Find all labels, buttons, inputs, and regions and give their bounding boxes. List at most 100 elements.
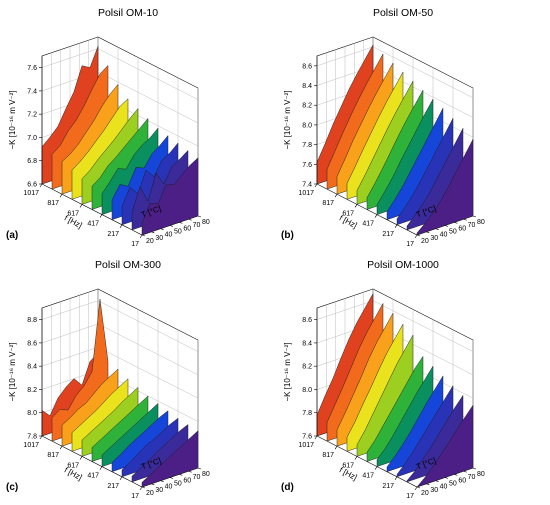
t-tick-label: 40	[165, 232, 173, 239]
z-tick-label: 8.4	[27, 364, 37, 371]
t-tick	[454, 474, 458, 476]
f-tick	[79, 204, 83, 208]
t-tick-label: 70	[193, 474, 201, 481]
f-tick	[39, 183, 43, 188]
t-tick-label: 60	[183, 225, 191, 232]
t-tick	[169, 477, 174, 479]
t-tick	[188, 470, 192, 473]
series-slice	[416, 404, 474, 488]
t-tick-label: 80	[202, 471, 210, 478]
z-tick-label: 8.4	[302, 340, 312, 347]
t-tick	[197, 467, 202, 470]
t-tick	[463, 470, 467, 473]
t-tick	[444, 477, 449, 479]
t-tick-label: 20	[421, 490, 429, 497]
t-tick-label: 50	[174, 481, 182, 488]
chart-panel: 7.6 7.8 8.0 8.2 8.4 8.6 1017 817 617 417 217 17 20 30…	[281, 259, 485, 500]
t-tick-label: 70	[193, 222, 201, 229]
f-tick	[139, 234, 143, 239]
t-tick	[179, 222, 183, 224]
z-tick-label: 7.2	[27, 112, 37, 119]
t-tick-label: 30	[430, 487, 438, 494]
z-tick-label: 8.2	[27, 387, 37, 394]
f-tick	[79, 456, 83, 460]
t-tick	[463, 218, 467, 221]
t-tick	[416, 234, 421, 237]
chart-panel: 7.8 8.0 8.2 8.4 8.6 8.8 1017 817 617 417 217 17 20 30…	[6, 259, 210, 500]
f-tick-label: 217	[382, 231, 394, 238]
t-tick-label: 50	[174, 229, 182, 236]
panel-label: (d)	[281, 482, 294, 493]
z-tick-label: 8.0	[27, 410, 37, 417]
t-tick	[435, 480, 439, 482]
z-tick-label: 6.8	[27, 158, 37, 165]
t-tick-label: 40	[165, 484, 173, 491]
f-tick	[139, 486, 143, 491]
chart-title: Polsil OM-50	[373, 7, 433, 19]
z-axis-label: −K [10⁻¹⁶ m V⁻²]	[8, 342, 17, 401]
z-axis-label: −K [10⁻¹⁶ m V⁻²]	[283, 90, 292, 149]
series-slice	[141, 157, 199, 236]
panel-label: (c)	[6, 482, 18, 493]
z-tick-label: 7.0	[27, 135, 37, 142]
t-tick	[416, 486, 421, 489]
f-tick-label: 17	[406, 493, 414, 500]
t-tick	[188, 218, 192, 221]
t-tick-label: 20	[146, 238, 154, 245]
f-tick	[374, 466, 378, 470]
z-tick-label: 8.2	[302, 364, 312, 371]
t-tick-label: 60	[183, 477, 191, 484]
t-tick-label: 60	[458, 477, 466, 484]
t-tick-label: 30	[155, 235, 163, 242]
f-axis-label: f [Hz]	[63, 213, 84, 230]
z-tick-label: 7.8	[27, 434, 37, 441]
f-tick-label: 17	[406, 241, 414, 248]
t-tick-label: 70	[468, 222, 476, 229]
z-tick-label: 8.0	[302, 387, 312, 394]
f-tick-label: 417	[87, 221, 99, 228]
z-tick-label: 8.4	[302, 83, 312, 90]
f-axis-label: f [Hz]	[63, 465, 84, 482]
f-tick	[59, 446, 63, 450]
z-tick-label: 7.4	[302, 182, 312, 189]
chart-title: Polsil OM-300	[95, 259, 161, 271]
t-tick-label: 30	[430, 235, 438, 242]
t-tick-label: 20	[146, 490, 154, 497]
z-gridline	[41, 48, 199, 100]
f-tick-label: 617	[67, 462, 79, 469]
f-tick-label: 417	[87, 473, 99, 480]
t-tick	[141, 234, 146, 237]
panel-label: (b)	[281, 230, 294, 241]
t-tick-label: 40	[440, 232, 448, 239]
panel-label: (a)	[6, 230, 18, 241]
t-tick	[160, 480, 164, 482]
t-tick	[426, 231, 430, 234]
t-tick	[151, 231, 155, 234]
z-axis-label: −K [10⁻¹⁶ m V⁻²]	[283, 342, 292, 401]
f-tick-label: 217	[107, 483, 119, 490]
f-tick-label: 617	[67, 210, 79, 217]
chart-title: Polsil OM-10	[98, 7, 158, 19]
f-tick-label: 17	[131, 241, 139, 248]
f-tick-label: 1017	[23, 190, 39, 197]
f-tick	[314, 183, 318, 188]
z-tick-label: 7.6	[302, 434, 312, 441]
t-tick	[151, 483, 155, 486]
t-tick	[141, 486, 146, 489]
f-tick	[39, 435, 43, 440]
f-tick-label: 417	[362, 473, 374, 480]
t-tick	[179, 474, 183, 476]
t-tick	[435, 228, 439, 230]
f-tick	[394, 476, 398, 480]
t-tick-label: 20	[421, 238, 429, 245]
t-tick-label: 40	[440, 484, 448, 491]
chart-panel: 7.4 7.6 7.8 8.0 8.2 8.4 8.6 1017 817 617 417 217 17 2…	[281, 7, 485, 248]
f-tick-label: 417	[362, 221, 374, 228]
f-tick	[374, 214, 378, 218]
z-tick-label: 7.8	[302, 142, 312, 149]
t-tick-label: 80	[202, 219, 210, 226]
t-tick-label: 80	[477, 219, 485, 226]
f-tick-label: 1017	[298, 442, 314, 449]
